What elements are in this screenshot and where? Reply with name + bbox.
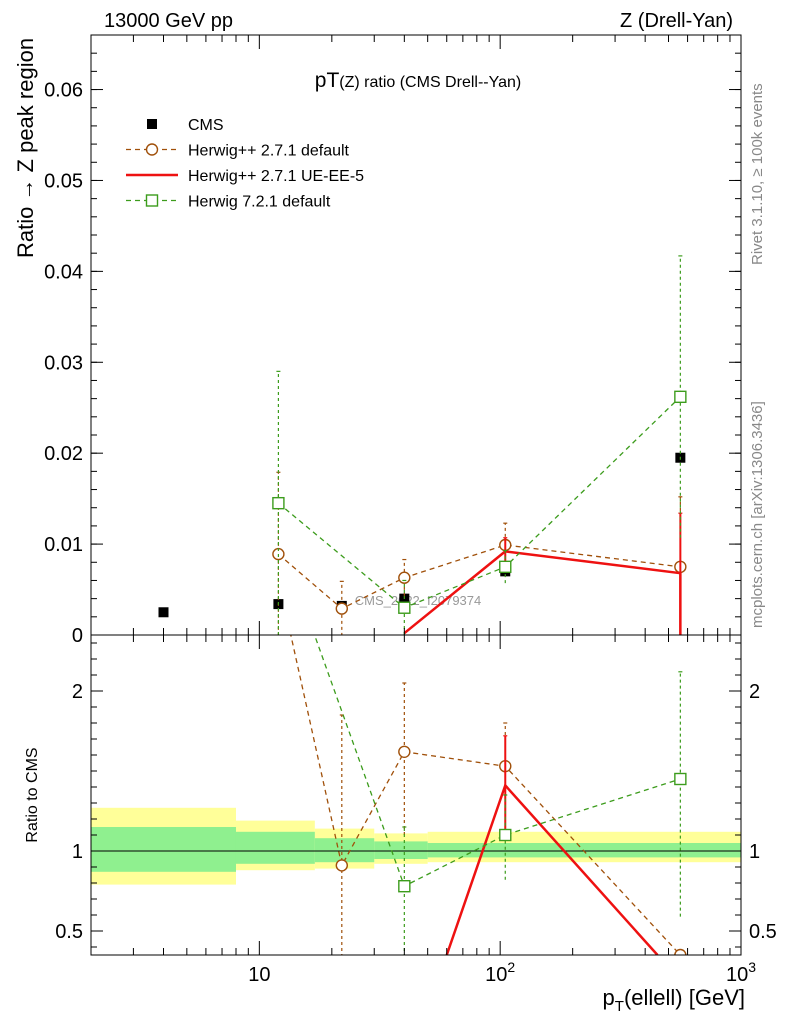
analysis-watermark: CMS_2022_I2079374 bbox=[355, 593, 482, 608]
plot-frame bbox=[90, 634, 742, 956]
x-tick-label: 102 bbox=[485, 959, 515, 986]
data-point-square bbox=[674, 772, 687, 786]
series-line bbox=[313, 635, 681, 888]
y-tick-label: 0.04 bbox=[44, 261, 83, 283]
data-point-circle bbox=[398, 571, 411, 584]
series-line bbox=[445, 782, 659, 955]
uncertainty-band-inner bbox=[374, 841, 428, 859]
series-layer bbox=[289, 574, 687, 955]
header-left: 13000 GeV pp bbox=[104, 10, 233, 32]
data-point-circle bbox=[674, 948, 687, 955]
legend-label: Herwig++ 2.7.1 default bbox=[188, 143, 350, 160]
legend-label: Herwig 7.2.1 default bbox=[188, 194, 331, 211]
chart-title: pT(Z) ratio (CMS Drell--Yan) bbox=[315, 69, 521, 92]
legend: CMS Herwig++ 2.7.1 default Herwig++ 2.7.1 … bbox=[126, 117, 364, 211]
y-tick-label-right: 1 bbox=[749, 841, 760, 863]
data-point-cms bbox=[158, 607, 169, 618]
uncertainty-band-inner bbox=[314, 838, 375, 863]
y-tick-label-right: 0.5 bbox=[749, 921, 777, 943]
series-layer bbox=[158, 255, 687, 635]
header-right: Z (Drell-Yan) bbox=[620, 10, 733, 32]
main-y-axis-label: Ratio → Z peak region bbox=[13, 38, 38, 258]
y-tick-label: 0.03 bbox=[44, 352, 83, 374]
data-point-circle bbox=[335, 602, 349, 615]
series-line bbox=[277, 396, 681, 609]
y-tick-label: 0.06 bbox=[44, 80, 83, 102]
legend-marker-circle bbox=[145, 143, 159, 156]
data-point-circle bbox=[335, 859, 349, 872]
legend-marker-cms bbox=[147, 119, 157, 129]
y-tick-label-right: 2 bbox=[749, 681, 760, 703]
data-point-square bbox=[499, 828, 512, 842]
x-tick-label: 103 bbox=[726, 959, 756, 986]
uncertainty-band-inner bbox=[427, 843, 741, 858]
data-point-square bbox=[398, 601, 411, 614]
y-tick-label: 0.02 bbox=[44, 443, 83, 465]
y-tick-label: 0.5 bbox=[55, 921, 83, 943]
x-axis-label: pT(ellell) [GeV] bbox=[603, 985, 745, 1015]
y-tick-label: 0 bbox=[72, 625, 83, 647]
uncertainty-band-inner bbox=[91, 827, 236, 872]
data-point-circle bbox=[398, 745, 411, 758]
x-tick-label: 10 bbox=[248, 964, 270, 986]
uncertainty-band-inner bbox=[235, 831, 315, 864]
y-tick-label: 1 bbox=[72, 841, 83, 863]
legend-marker-square bbox=[145, 194, 159, 207]
y-tick-label: 2 bbox=[72, 681, 83, 703]
legend-label: Herwig++ 2.7.1 UE-EE-5 bbox=[188, 168, 364, 185]
data-point-square bbox=[398, 880, 411, 893]
y-tick-label: 0.01 bbox=[44, 534, 83, 556]
data-point-square bbox=[272, 496, 285, 510]
ratio-panel: Ratio to CMS 0.5 0.5 1 1 2 2 10 102 103 pT(ellel… bbox=[24, 574, 777, 1015]
data-point-square bbox=[289, 574, 300, 585]
ratio-y-axis-label: Ratio to CMS bbox=[24, 747, 41, 842]
legend-label: CMS bbox=[188, 117, 224, 134]
data-point-square bbox=[499, 560, 512, 574]
main-panel: Ratio → Z peak region pT(Z) ratio (CMS D… bbox=[13, 34, 742, 647]
rivet-label: Rivet 3.1.10, ≥ 100k events bbox=[749, 83, 766, 265]
mcplots-label: mcplots.cern.ch [arXiv:1306.3436] bbox=[749, 401, 766, 628]
data-point-square bbox=[674, 390, 687, 404]
y-tick-label: 0.05 bbox=[44, 170, 83, 192]
